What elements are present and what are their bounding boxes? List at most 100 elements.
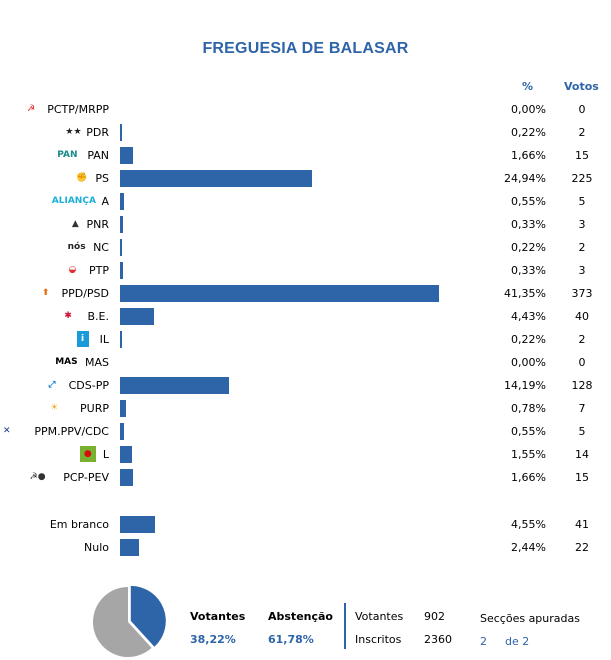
result-row: MAS MAS 0,00% 0 xyxy=(0,353,611,373)
party-name: PAN xyxy=(87,149,109,162)
pct-value: 0,33% xyxy=(511,264,546,277)
divider xyxy=(344,603,346,649)
bar xyxy=(120,285,439,302)
pcp-pev-logo-icon: ☭● xyxy=(29,472,46,482)
hammer-sickle-icon: ☭ xyxy=(27,104,36,114)
bar xyxy=(120,262,123,279)
votantes-count: 902 xyxy=(424,610,445,623)
result-row: A ALIANÇA 0,55% 5 xyxy=(0,192,611,212)
poppy-icon: ● xyxy=(79,446,96,462)
party-name: PPD/PSD xyxy=(61,287,109,300)
ptp-logo-icon: ◒ xyxy=(68,265,77,275)
result-row: PAN PAN 1,66% 15 xyxy=(0,146,611,166)
bar xyxy=(120,147,133,164)
bar xyxy=(120,216,123,233)
votes-value: 0 xyxy=(578,103,586,116)
bar xyxy=(120,331,122,348)
votantes-label: Votantes xyxy=(190,610,246,623)
bar xyxy=(120,539,139,556)
seccoes-done: 2 xyxy=(480,635,487,648)
bar xyxy=(120,308,155,325)
pct-value: 0,22% xyxy=(511,241,546,254)
bar xyxy=(120,193,125,210)
bar xyxy=(120,400,127,417)
bar xyxy=(120,423,125,440)
pct-header: % xyxy=(522,80,534,93)
alianca-logo-icon: ALIANÇA xyxy=(51,196,96,206)
votes-value: 225 xyxy=(571,172,593,185)
pct-value: 24,94% xyxy=(504,172,546,185)
bar xyxy=(120,377,230,394)
party-name: A xyxy=(101,195,109,208)
inscritos-label: Inscritos xyxy=(355,633,402,646)
votes-value: 2 xyxy=(578,241,586,254)
party-name: L xyxy=(102,448,109,461)
result-row: PS ✊ 24,94% 225 xyxy=(0,169,611,189)
pct-value: 4,43% xyxy=(511,310,546,323)
bar xyxy=(120,239,122,256)
bar xyxy=(120,446,132,463)
party-name: PPM.PPV/CDC xyxy=(34,425,109,438)
votes-value: 40 xyxy=(575,310,589,323)
pie-slice-votantes xyxy=(130,585,166,647)
star-person-icon: ✱ xyxy=(64,311,72,321)
result-row: B.E. ✱ 4,43% 40 xyxy=(0,307,611,327)
party-name: PDR xyxy=(86,126,109,139)
party-name: PURP xyxy=(80,402,109,415)
votes-value: 15 xyxy=(575,149,589,162)
party-name: IL xyxy=(99,333,109,346)
pct-value: 1,66% xyxy=(511,471,546,484)
party-name: PCTP/MRPP xyxy=(47,103,109,116)
votes-value: 5 xyxy=(578,425,586,438)
result-row: PTP ◒ 0,33% 3 xyxy=(0,261,611,281)
votes-value: 3 xyxy=(578,264,586,277)
abstencao-pct: 61,78% xyxy=(268,633,314,646)
bar xyxy=(120,170,313,187)
bar xyxy=(120,516,156,533)
pct-value: 0,22% xyxy=(511,333,546,346)
party-name: Em branco xyxy=(49,518,109,531)
result-row: NC nós 0,22% 2 xyxy=(0,238,611,258)
result-row: PPM.PPV/CDC ✕ 0,55% 5 xyxy=(0,422,611,442)
pct-value: 0,33% xyxy=(511,218,546,231)
party-name: PTP xyxy=(89,264,109,277)
bar xyxy=(120,124,122,141)
pct-value: 1,66% xyxy=(511,149,546,162)
pan-logo-icon: PAN xyxy=(57,150,78,160)
votes-value: 2 xyxy=(578,126,586,139)
votes-value: 0 xyxy=(578,356,586,369)
bar xyxy=(120,469,133,486)
party-name: B.E. xyxy=(87,310,110,323)
result-row: PNR ▲ 0,33% 3 xyxy=(0,215,611,235)
info-icon: i xyxy=(76,331,89,347)
party-name: PNR xyxy=(86,218,109,231)
arrow-up-icon: ⬆ xyxy=(41,288,50,298)
pie-slice-abstencao xyxy=(92,587,152,657)
pct-value: 14,19% xyxy=(504,379,546,392)
votes-value: 15 xyxy=(575,471,589,484)
flame-icon: ▲ xyxy=(71,219,79,229)
mas-logo-icon: MAS xyxy=(55,357,78,367)
turnout-pie xyxy=(92,585,166,657)
votes-header: Votos xyxy=(564,80,599,93)
result-row: IL i 0,22% 2 xyxy=(0,330,611,350)
pct-value: 0,78% xyxy=(511,402,546,415)
party-name: Nulo xyxy=(84,541,109,554)
result-row: L ● 1,55% 14 xyxy=(0,445,611,465)
party-name: CDS-PP xyxy=(68,379,109,392)
abstencao-label: Abstenção xyxy=(268,610,333,623)
result-row: PURP ☀ 0,78% 7 xyxy=(0,399,611,419)
votes-value: 22 xyxy=(575,541,589,554)
pct-value: 0,00% xyxy=(511,356,546,369)
votes-value: 7 xyxy=(578,402,586,415)
votantes-pct: 38,22% xyxy=(190,633,236,646)
nos-logo-icon: nós xyxy=(67,242,86,252)
party-name: MAS xyxy=(85,356,109,369)
pct-value: 41,35% xyxy=(504,287,546,300)
result-row: PCTP/MRPP ☭ 0,00% 0 xyxy=(0,100,611,120)
pct-value: 0,55% xyxy=(511,425,546,438)
pct-value: 1,55% xyxy=(511,448,546,461)
fist-rose-icon: ✊ xyxy=(75,173,88,183)
page-title: FREGUESIA DE BALASAR xyxy=(202,40,409,57)
